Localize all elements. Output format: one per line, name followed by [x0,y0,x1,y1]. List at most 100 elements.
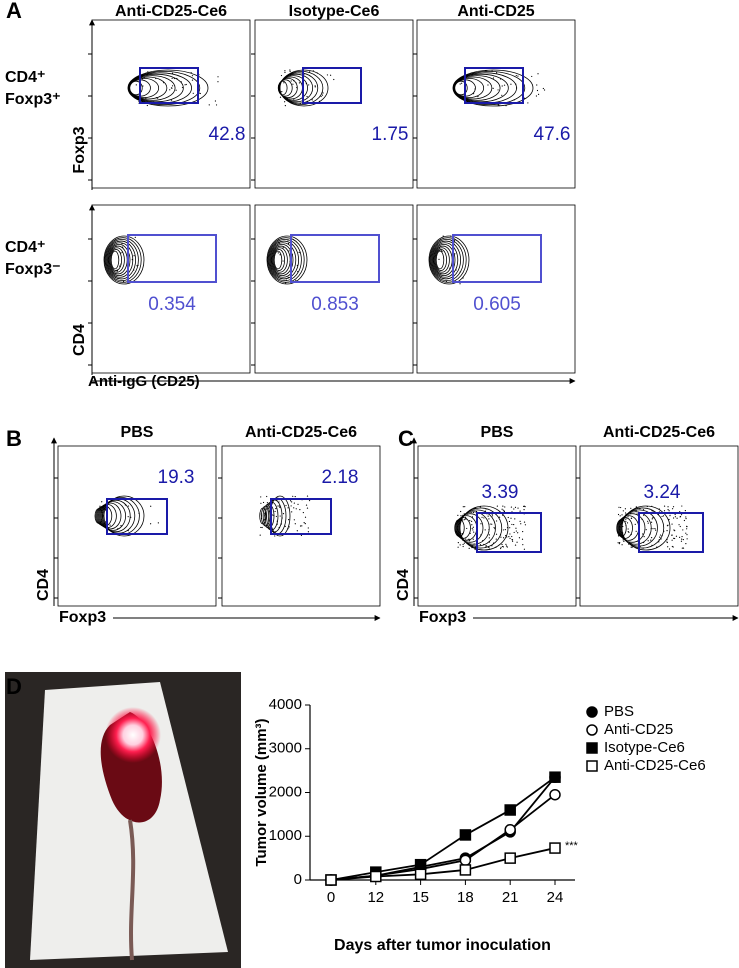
event-dot [459,283,461,285]
event-dot [306,507,309,509]
gate [638,512,704,553]
event-dot [510,517,512,519]
event-dot [304,523,306,525]
event-dot [275,507,277,510]
event-dot [667,506,669,508]
event-dot [503,510,505,512]
event-dot [651,505,653,508]
event-dot [456,520,458,522]
contour [127,69,209,107]
legend-marker [586,760,598,772]
contour [621,505,671,551]
event-dot [659,536,661,538]
event-dot [466,527,468,530]
event-dot [515,87,518,89]
event-dot [260,517,263,520]
contour [267,237,305,283]
event-dot [504,506,506,508]
event-dot [484,510,486,512]
event-dot [282,260,284,262]
event-dot [505,535,507,537]
event-dot [488,548,491,550]
data-point [459,864,472,876]
event-dot [522,505,525,507]
event-dot [459,83,461,85]
event-dot [472,526,474,528]
event-dot [619,526,621,528]
event-dot [489,523,491,525]
contour [105,238,139,282]
contour [128,75,176,101]
event-dot [492,542,495,544]
contour [106,240,137,280]
panel-letter: D [6,674,22,699]
y-tick-label: 3000 [269,740,302,757]
event-dot [642,509,645,511]
event-dot [289,69,291,71]
event-dot [673,537,675,539]
event-dot [486,70,488,72]
event-dot [531,75,533,78]
gate [290,234,380,283]
event-dot [627,528,629,530]
event-dot [217,76,219,78]
event-dot [513,523,515,526]
row-label: Foxp3⁻ [5,261,61,278]
event-dot [628,543,630,545]
event-dot [627,516,629,518]
event-dot [643,541,645,544]
event-dot [514,544,517,546]
event-dot [296,86,298,89]
event-dot [679,516,681,518]
plot-frame [416,19,576,189]
column-title: Anti-CD25-Ce6 [245,424,357,441]
event-dot [480,534,482,536]
event-dot [307,531,310,533]
data-point [459,854,472,867]
event-dot [685,532,687,534]
event-dot [471,524,473,526]
event-dot [274,510,276,513]
event-dot [483,517,485,519]
event-dot [261,526,263,529]
contour [272,247,288,273]
event-dot [441,251,443,253]
event-dot [668,518,670,521]
event-dot [626,522,629,524]
event-dot [510,83,512,85]
event-dot [617,513,620,516]
event-dot [150,523,152,525]
event-dot [103,508,105,510]
event-dot [501,543,503,546]
event-dot [305,504,308,506]
event-dot [625,520,627,522]
event-dot [474,546,476,548]
event-dot [278,505,281,507]
event-dot [631,546,633,548]
event-dot [293,519,295,521]
event-dot [629,541,631,544]
x-tick-label: 18 [457,889,474,906]
series-line [330,847,556,881]
event-dot [155,77,157,80]
event-dot [157,522,159,524]
column-title: Anti-CD25-Ce6 [603,424,715,441]
event-dot [474,548,476,551]
event-dot [477,96,479,98]
event-dot [667,546,669,548]
event-dot [299,525,302,527]
event-dot [181,86,184,89]
panel-letter: B [6,426,22,451]
x-axis-label: Days after tumor inoculation [334,937,551,954]
event-dot [454,253,456,255]
event-dot [686,526,688,528]
event-dot [127,505,130,507]
event-dot [468,547,470,549]
row-label: CD4⁺ [5,69,45,86]
event-dot [472,511,475,514]
event-dot [102,511,104,514]
event-dot [635,506,637,508]
event-dot [481,516,483,518]
event-dot [120,252,122,254]
event-dot [469,519,471,522]
